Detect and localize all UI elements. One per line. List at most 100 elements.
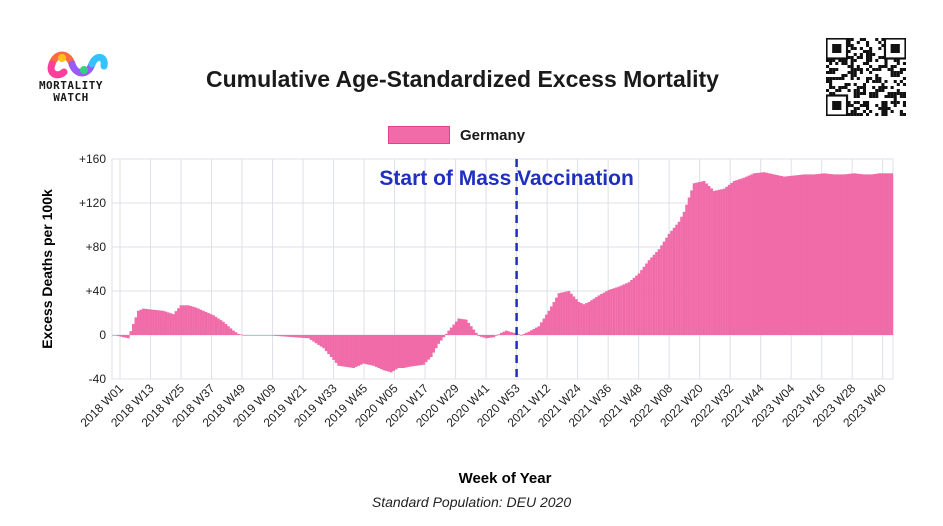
bar-week-252 (742, 177, 746, 335)
bar-week-222 (667, 233, 671, 335)
bar-week-81 (314, 335, 318, 344)
bar-week-305 (875, 173, 879, 335)
bar-week-33 (194, 307, 198, 335)
bar-week-239 (710, 188, 713, 335)
bar-week-248 (732, 181, 736, 335)
bar-week-162 (517, 334, 521, 335)
bar-week-197 (605, 291, 608, 335)
bar-week-282 (817, 173, 821, 335)
bar-week-38 (207, 313, 210, 335)
standard-population-note: Standard Population: DEU 2020 (371, 494, 572, 510)
bar-week-146 (477, 335, 481, 337)
bar-week-277 (805, 174, 809, 335)
bar-week-149 (484, 335, 488, 339)
bar-week-109 (384, 335, 388, 371)
bar-week-191 (590, 300, 593, 335)
bar-week-241 (715, 190, 718, 335)
bar-week-28 (182, 305, 185, 335)
bar-week-151 (489, 335, 493, 338)
bar-week-93 (344, 335, 348, 367)
bar-week-142 (467, 322, 471, 335)
bar-week-61 (264, 335, 268, 336)
bar-week-172 (542, 318, 546, 335)
bar-week-12 (142, 308, 145, 335)
bar-week-56 (252, 335, 255, 336)
bar-week-217 (655, 251, 658, 335)
bar-week-30 (187, 305, 190, 335)
bar-week-1 (114, 335, 118, 336)
bar-week-266 (777, 175, 781, 335)
bar-week-308 (882, 173, 886, 335)
bar-week-7 (129, 331, 133, 335)
bar-week-88 (332, 335, 335, 360)
bar-week-223 (670, 230, 673, 335)
bar-week-159 (510, 332, 513, 335)
bar-week-200 (612, 288, 616, 335)
bar-week-143 (469, 326, 473, 335)
bar-week-250 (737, 179, 741, 335)
bar-week-185 (575, 299, 578, 335)
bar-week-110 (387, 335, 391, 372)
bar-week-178 (557, 293, 561, 335)
bar-week-47 (229, 328, 233, 335)
bar-week-242 (717, 189, 721, 335)
bar-week-300 (862, 174, 866, 335)
bar-week-57 (254, 335, 258, 336)
bar-week-158 (507, 331, 511, 335)
bar-week-140 (462, 319, 466, 335)
bar-week-291 (840, 174, 844, 335)
bar-week-244 (722, 188, 726, 335)
bar-week-98 (357, 335, 360, 366)
bar-week-27 (179, 305, 183, 335)
bar-week-64 (272, 335, 275, 336)
bar-week-138 (457, 318, 461, 335)
bar-week-21 (164, 311, 168, 335)
bar-week-285 (825, 173, 829, 335)
bar-week-168 (532, 328, 536, 335)
bar-week-293 (845, 174, 849, 335)
bar-week-226 (677, 221, 681, 335)
bar-week-132 (442, 335, 446, 338)
bar-week-274 (797, 174, 801, 335)
bar-week-63 (269, 335, 273, 336)
bar-week-40 (212, 315, 215, 335)
bar-week-125 (424, 335, 428, 363)
bar-week-192 (592, 298, 596, 335)
bar-week-113 (394, 335, 398, 370)
bar-week-182 (567, 291, 571, 335)
bar-week-101 (364, 335, 368, 365)
bar-week-261 (765, 172, 768, 335)
bar-week-210 (637, 273, 641, 335)
bar-week-247 (730, 182, 733, 335)
bar-week-130 (437, 335, 441, 344)
bar-week-79 (309, 335, 313, 340)
bar-week-48 (232, 330, 235, 335)
x-axis-label: Week of Year (459, 470, 552, 487)
bar-week-164 (522, 333, 526, 335)
bar-week-175 (550, 306, 553, 335)
bar-week-96 (352, 335, 355, 368)
page-title: Cumulative Age-Standardized Excess Morta… (206, 66, 719, 92)
bar-week-292 (842, 174, 846, 335)
bar-week-171 (540, 322, 543, 335)
bar-week-189 (585, 303, 588, 335)
bar-week-310 (887, 173, 891, 335)
bar-week-153 (494, 335, 498, 336)
bar-week-276 (802, 174, 806, 335)
bar-week-283 (820, 173, 824, 335)
bar-week-215 (650, 257, 653, 335)
bar-week-209 (635, 275, 638, 335)
qr-code-icon (826, 38, 906, 116)
bar-week-111 (389, 335, 393, 373)
bar-week-179 (560, 292, 563, 335)
bar-week-298 (857, 173, 861, 335)
bar-week-221 (665, 237, 668, 335)
bar-week-5 (124, 335, 128, 338)
bar-week-194 (597, 295, 601, 335)
bar-week-58 (257, 335, 260, 336)
bar-week-107 (379, 335, 383, 370)
bar-week-102 (367, 335, 370, 365)
bar-week-294 (847, 173, 851, 335)
bar-week-155 (499, 332, 503, 335)
